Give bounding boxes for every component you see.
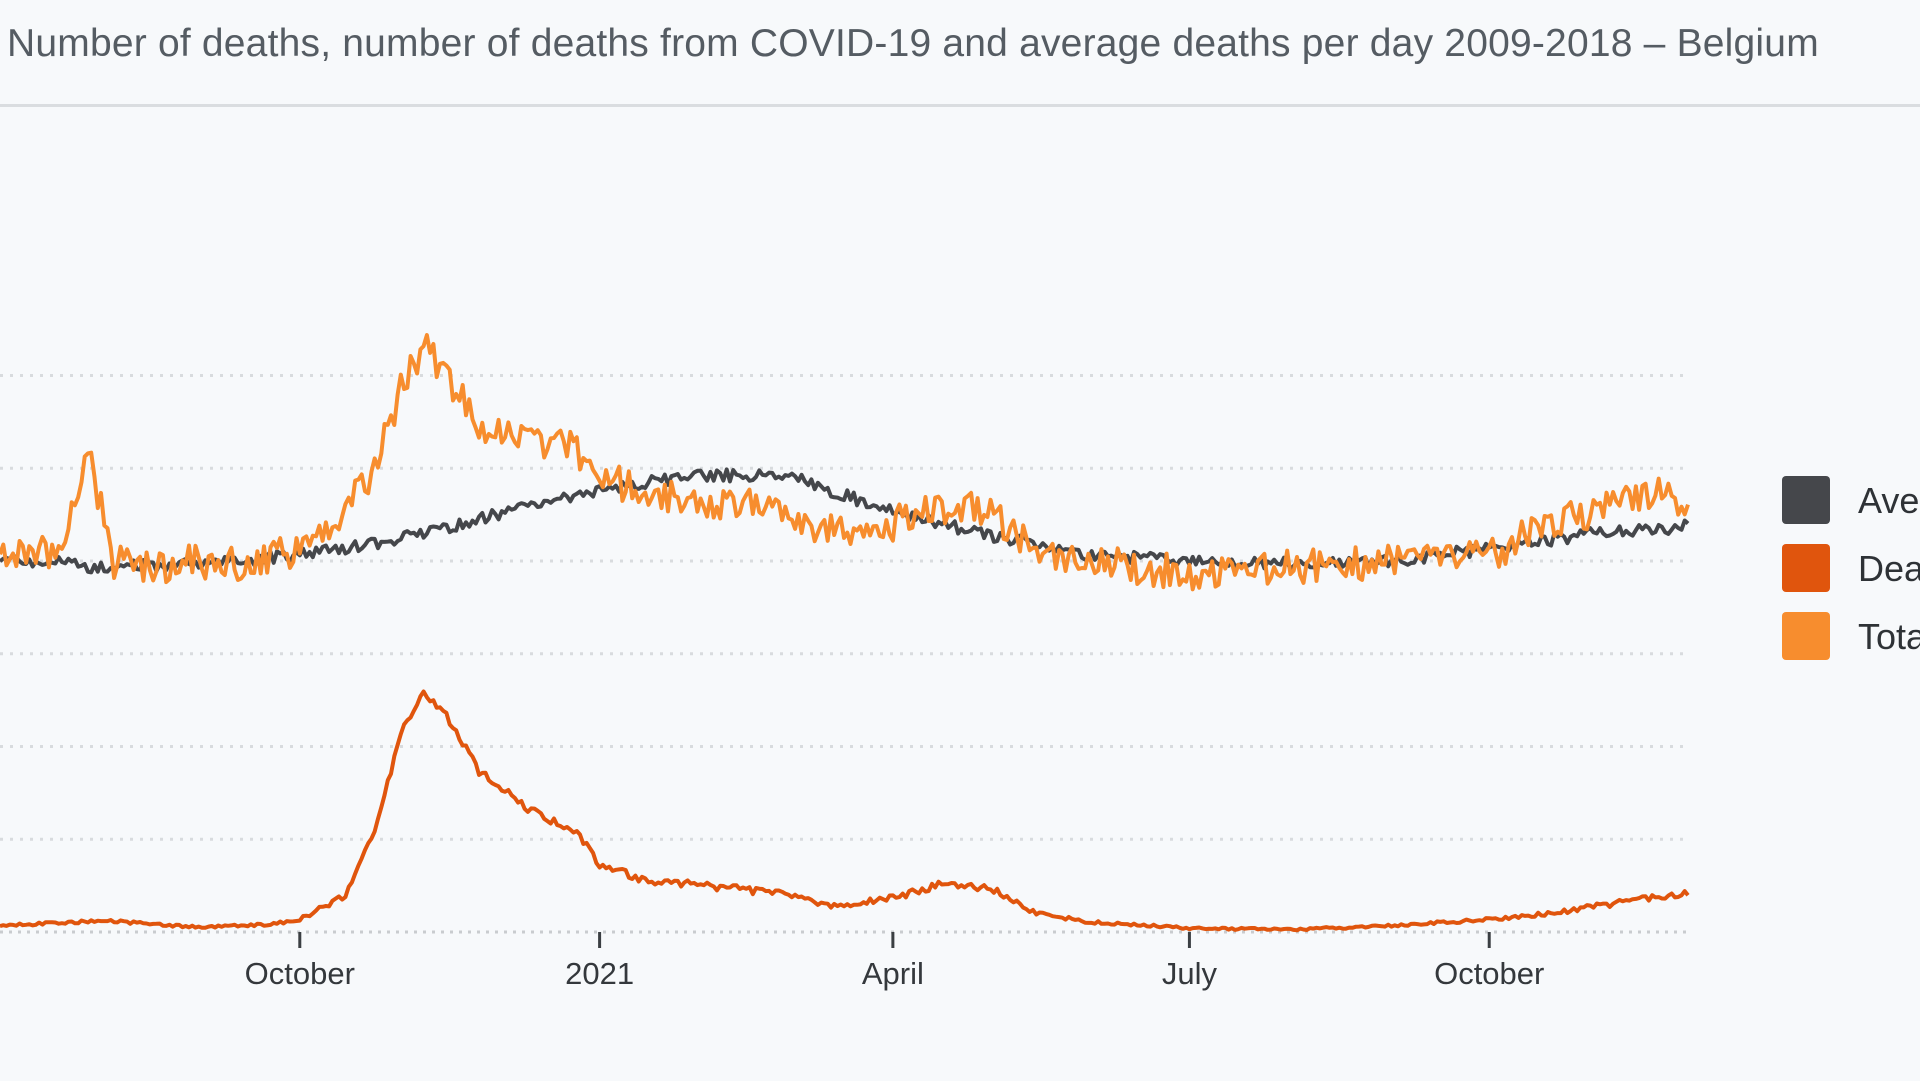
x-tick-label-3: July [1162,956,1218,991]
legend-label-tota: Tota [1858,616,1920,657]
legend-label-ave: Ave [1858,480,1919,521]
x-tick-label-0: October [245,956,355,991]
x-tick-label-2: April [862,956,924,991]
series-line-ave [0,467,1690,575]
grid-lines [0,374,1688,934]
x-tick-label-4: October [1434,956,1544,991]
legend-swatch-ave [1782,476,1830,524]
legend: Ave Dea Tota [1782,476,1920,660]
chart-title: Number of deaths, number of deaths from … [7,22,1819,65]
series-line-dea [0,689,1690,933]
x-axis: October 2021 April July October [245,932,1544,991]
series-line-tota [0,333,1690,592]
chart-header: Number of deaths, number of deaths from … [0,0,1920,107]
x-tick-label-1: 2021 [565,956,634,991]
series-lines [0,333,1690,933]
legend-label-dea: Dea [1858,548,1920,589]
legend-swatch-tota [1782,612,1830,660]
legend-swatch-dea [1782,544,1830,592]
